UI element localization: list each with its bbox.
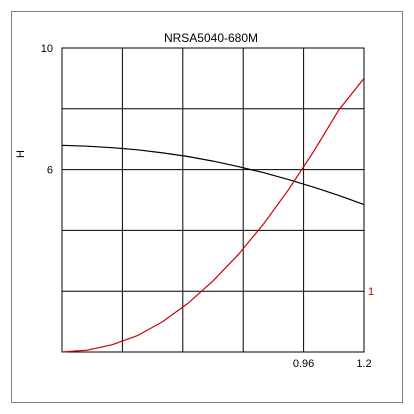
chart-frame xyxy=(11,11,403,403)
temperature-rise-curve xyxy=(61,78,365,353)
chart-title: NRSA5040-680M xyxy=(164,31,258,45)
inductance-curve xyxy=(61,144,365,206)
y-axis-label: H xyxy=(15,150,27,158)
y-tick-label-right: 1 xyxy=(368,286,374,298)
y-tick-label-left: 10 xyxy=(41,43,53,55)
curves xyxy=(61,78,365,353)
x-tick-label: 0.96 xyxy=(293,358,314,370)
tick-labels: 0.96 1.2 6 10 1 xyxy=(41,43,374,370)
grid xyxy=(61,47,365,353)
y-tick-label-left: 6 xyxy=(47,165,53,177)
plot-border xyxy=(61,47,365,353)
x-tick-label: 1.2 xyxy=(356,358,371,370)
